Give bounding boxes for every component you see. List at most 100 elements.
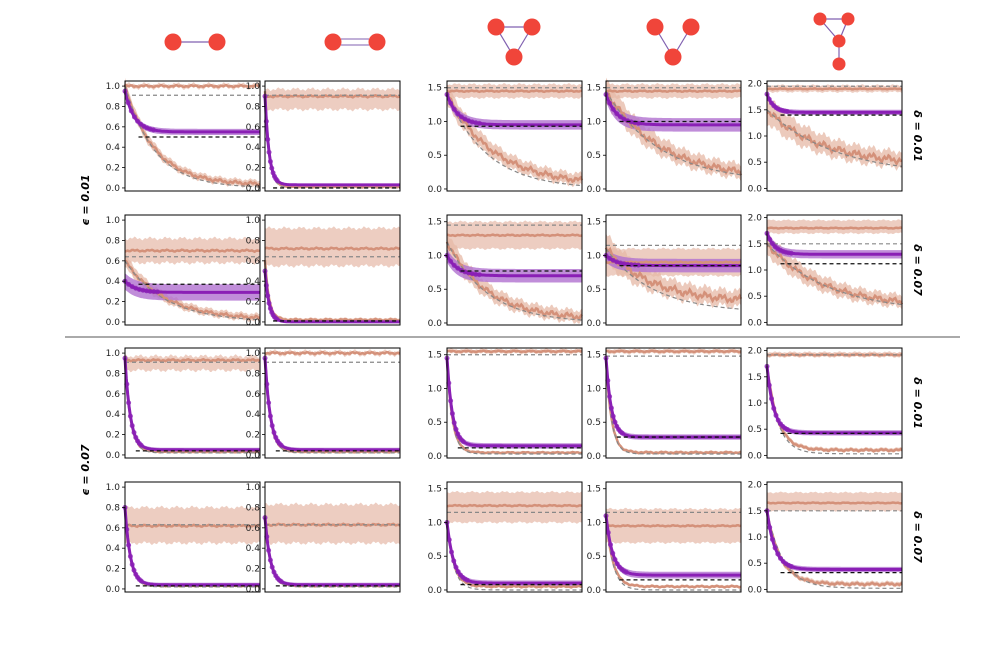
purple-series-band xyxy=(606,87,741,132)
purple-series-marker xyxy=(269,423,275,429)
purple-series-marker xyxy=(605,530,611,536)
purple-series-marker xyxy=(266,300,272,306)
panel-frame xyxy=(446,481,583,593)
y-tick-label: 1.0 xyxy=(246,483,261,493)
grey-reference-decay xyxy=(766,109,903,167)
y-tick-label: 1.5 xyxy=(587,485,601,495)
y-tick-label: 1.0 xyxy=(428,251,443,261)
graph-node xyxy=(324,33,342,51)
purple-series-marker xyxy=(448,398,454,404)
panel-frame xyxy=(446,214,583,326)
purple-series-marker xyxy=(451,558,457,564)
purple-series-marker xyxy=(449,411,455,417)
purple-series-line xyxy=(445,357,582,448)
purple-series-band xyxy=(767,363,902,436)
decay-series-line xyxy=(604,358,742,455)
panel-frame xyxy=(605,214,742,326)
y-tick-label: 0.5 xyxy=(748,158,762,168)
decay-series-line xyxy=(766,110,903,167)
purple-series-marker xyxy=(446,537,452,543)
purple-series-marker xyxy=(264,381,270,387)
y-tick-label: 1.0 xyxy=(428,518,443,528)
y-tick-label: 0.5 xyxy=(748,292,762,302)
panel-r2-c0: 0.0 0.2 0.4 0.6 0.8 1.0 xyxy=(106,347,261,461)
panel-frame xyxy=(264,80,401,192)
panel-r2-c2: 0.0 0.5 1.0 1.5 xyxy=(428,347,583,462)
purple-series-marker xyxy=(451,106,457,112)
purple-series-marker xyxy=(455,111,461,117)
panel-r2-c4: 0.0 0.5 1.0 1.5 2.0 xyxy=(748,347,903,461)
purple-series-marker xyxy=(267,557,273,563)
purple-series-marker xyxy=(610,413,616,419)
panel-frame xyxy=(605,481,742,593)
flat-series-line xyxy=(124,83,261,89)
y-tick-label: 0.8 xyxy=(106,236,121,246)
purple-series-marker xyxy=(135,118,141,124)
y-tick-label: 0.2 xyxy=(106,565,120,575)
purple-series-marker xyxy=(458,114,464,120)
purple-series-marker xyxy=(610,550,616,556)
y-tick-label: 0.4 xyxy=(106,544,121,554)
panel-r3-c2: 0.0 0.5 1.0 1.5 xyxy=(428,481,583,596)
y-tick-label: 1.0 xyxy=(587,117,602,127)
graph-node xyxy=(164,33,182,51)
purple-series-marker xyxy=(129,423,135,429)
purple-series-marker xyxy=(147,288,153,294)
flat-series-band xyxy=(265,87,400,112)
flat-series-line xyxy=(446,233,583,238)
y-tick-label: 0.6 xyxy=(246,390,261,400)
purple-series-line xyxy=(765,510,902,571)
flat-series-line xyxy=(124,357,261,363)
purple-series-marker xyxy=(125,100,131,106)
purple-series-line xyxy=(445,522,582,585)
y-tick-label: 1.5 xyxy=(748,240,762,250)
graph-node xyxy=(368,33,386,51)
y-tick-label: 1.5 xyxy=(587,218,601,228)
y-tick-label: 0.5 xyxy=(428,151,442,161)
flat-series-line xyxy=(124,248,261,254)
purple-series-band xyxy=(125,88,260,135)
y-tick-label: 0.4 xyxy=(246,544,261,554)
purple-series-band xyxy=(265,270,400,323)
decay-series-line xyxy=(445,357,583,455)
purple-series-marker xyxy=(267,159,273,165)
y-tick-label: 0.2 xyxy=(246,431,260,441)
y-tick-label: 1.5 xyxy=(748,373,762,383)
panel-frame xyxy=(124,481,261,593)
decay-series-band xyxy=(767,506,902,588)
flat-series-line xyxy=(605,523,741,528)
y-tick-label: 1.0 xyxy=(246,82,261,92)
purple-series-marker xyxy=(767,236,773,242)
y-tick-label: 0.0 xyxy=(106,585,121,595)
y-tick-label: 1.0 xyxy=(748,533,763,543)
purple-series-marker xyxy=(614,111,620,117)
flat-series-line xyxy=(446,349,583,354)
purple-series-marker xyxy=(267,306,273,312)
panel-r0-c0: 0.0 0.2 0.4 0.6 0.8 1.0 xyxy=(106,77,261,194)
flat-series-line xyxy=(124,523,261,529)
y-tick-label: 1.0 xyxy=(587,518,602,528)
graph-node xyxy=(208,33,226,51)
purple-series-marker xyxy=(766,382,772,388)
purple-series-marker xyxy=(453,564,459,570)
purple-series-marker xyxy=(607,394,613,400)
panel-r1-c2: 0.0 0.5 1.0 1.5 xyxy=(428,214,583,329)
decay-series-line xyxy=(765,242,904,305)
panel-frame xyxy=(124,80,261,192)
row-group-label-0: ϵ = 0.01 xyxy=(79,174,92,225)
purple-series-marker xyxy=(455,265,461,271)
grey-reference-decay xyxy=(264,358,400,454)
y-tick-label: 0.0 xyxy=(246,318,261,328)
y-tick-label: 1.5 xyxy=(748,507,762,517)
purple-series-line xyxy=(123,358,260,452)
panel-frame xyxy=(446,80,583,192)
y-tick-label: 1.5 xyxy=(428,218,442,228)
graph-node xyxy=(646,18,664,36)
panel-r2-c1: 0.0 0.2 0.4 0.6 0.8 1.0 xyxy=(246,347,401,461)
decay-series-line xyxy=(604,246,743,305)
panel-r0-c4: 0.0 0.5 1.0 1.5 2.0 xyxy=(748,80,903,194)
y-tick-label: 0.0 xyxy=(246,451,261,461)
y-tick-label: 0.8 xyxy=(106,503,121,513)
graph-icon-two-node-bidirectional xyxy=(324,33,386,51)
y-tick-label: 0.4 xyxy=(246,143,261,153)
